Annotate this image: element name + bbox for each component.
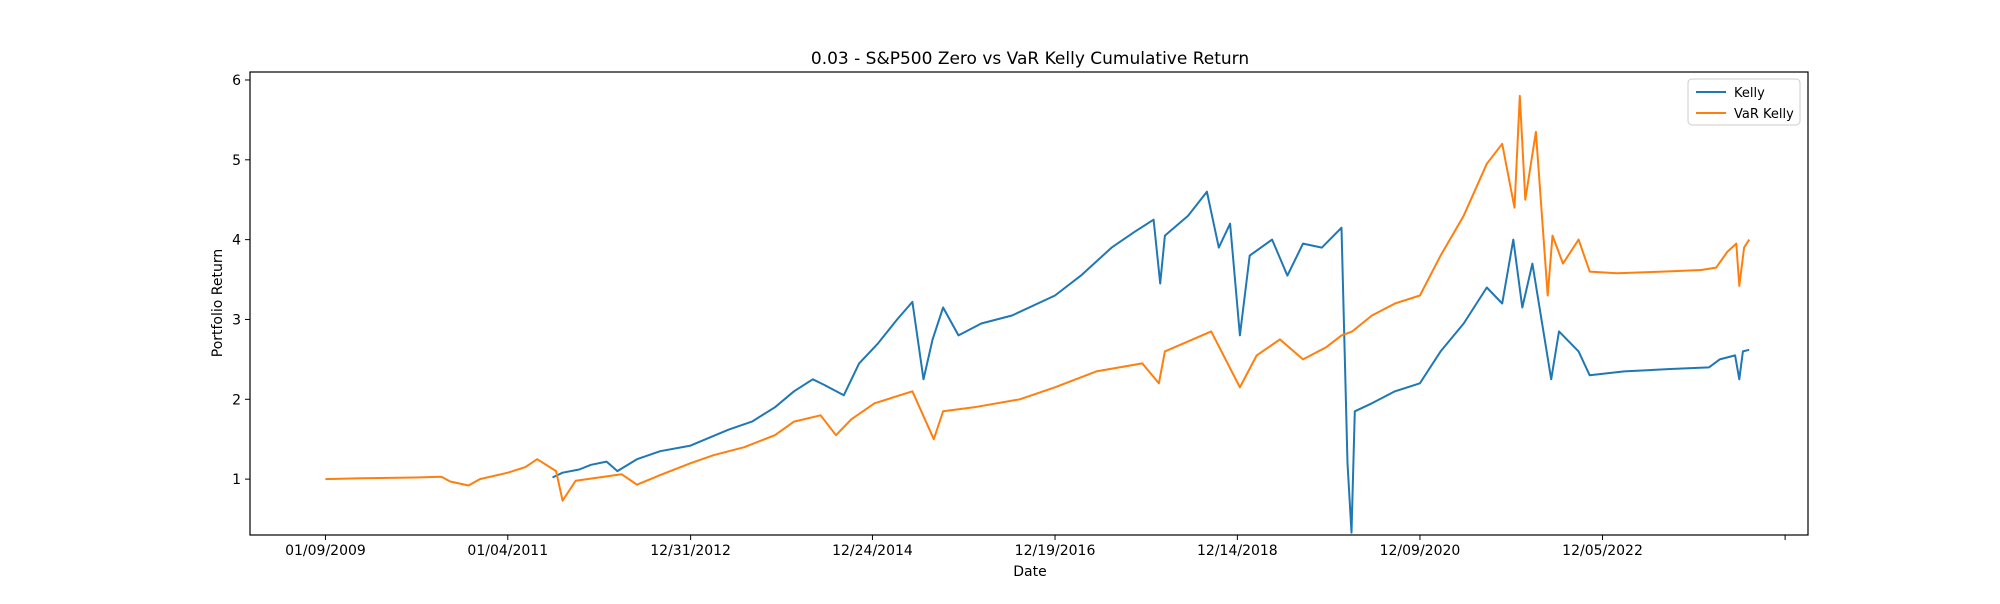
x-axis: 01/09/2009 01/04/2011 12/31/2012 12/24/2014… (285, 535, 1786, 559)
series-line-var-kelly (325, 94, 1751, 502)
y-tick-label: 4 (232, 233, 241, 249)
y-tick-label: 3 (232, 312, 241, 328)
plot-frame (249, 71, 1809, 536)
x-axis-label: Date (1013, 564, 1046, 580)
x-tick-label: 12/19/2016 (1015, 543, 1096, 559)
y-axis-label: Portfolio Return (210, 249, 226, 358)
legend: Kelly VaR Kelly (1687, 78, 1801, 126)
x-tick-label: 12/31/2012 (650, 543, 731, 559)
x-tick-label: 12/05/2022 (1562, 543, 1643, 559)
chart-title: 0.03 - S&P500 Zero vs VaR Kelly Cumulati… (811, 49, 1249, 69)
x-tick-label: 12/14/2018 (1197, 543, 1278, 559)
series-line-kelly (552, 190, 1750, 534)
series-layer (325, 94, 1751, 534)
x-tick-label: 12/09/2020 (1380, 543, 1461, 559)
x-tick-label: 01/09/2009 (285, 543, 366, 559)
legend-label: Kelly (1734, 86, 1765, 101)
y-axis: 1 2 3 4 5 6 (232, 73, 250, 488)
y-tick-label: 5 (232, 153, 241, 169)
legend-label: VaR Kelly (1734, 107, 1794, 122)
y-tick-label: 1 (232, 472, 241, 488)
x-tick-label: 12/24/2014 (832, 543, 913, 559)
y-tick-label: 6 (232, 73, 241, 89)
x-tick-label: 01/04/2011 (467, 543, 548, 559)
y-tick-label: 2 (232, 392, 241, 408)
